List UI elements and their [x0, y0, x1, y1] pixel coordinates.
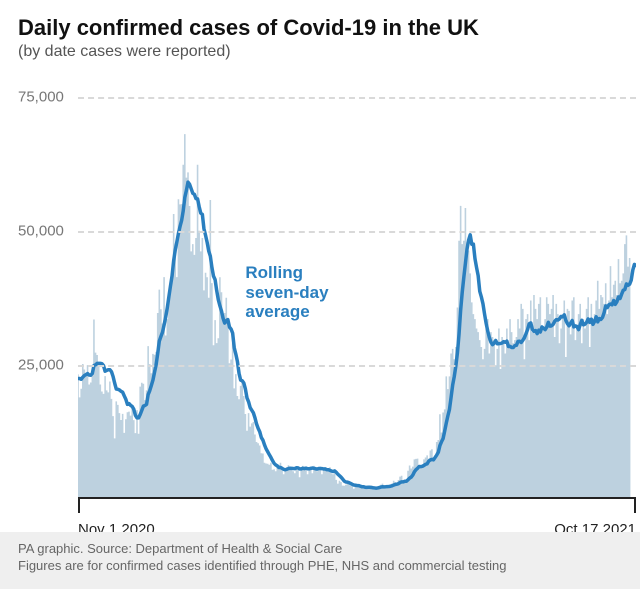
footer-source: PA graphic. Source: Department of Health… [18, 540, 622, 558]
footer-note: Figures are for confirmed cases identifi… [18, 557, 622, 575]
daily-bars [78, 134, 630, 499]
chart-footer: PA graphic. Source: Department of Health… [0, 532, 640, 589]
gridline [78, 365, 636, 367]
x-axis-baseline [78, 497, 636, 499]
rolling-average-annotation: Rollingseven-dayaverage [245, 263, 328, 322]
y-tick-label: 75,000 [18, 88, 64, 105]
y-tick-label: 25,000 [18, 356, 64, 373]
x-tick-end [634, 499, 636, 513]
chart-area: Rollingseven-dayaverage Nov 1 2020 Oct 1… [18, 70, 636, 499]
chart-title: Daily confirmed cases of Covid-19 in the… [0, 0, 640, 43]
y-tick-label: 50,000 [18, 222, 64, 239]
plot-svg [78, 70, 636, 499]
chart-subtitle: (by date cases were reported) [0, 43, 640, 67]
x-tick-start [78, 499, 80, 513]
gridline [78, 231, 636, 233]
gridline [78, 97, 636, 99]
plot-region: Rollingseven-dayaverage Nov 1 2020 Oct 1… [78, 70, 636, 499]
chart-container: Daily confirmed cases of Covid-19 in the… [0, 0, 640, 589]
